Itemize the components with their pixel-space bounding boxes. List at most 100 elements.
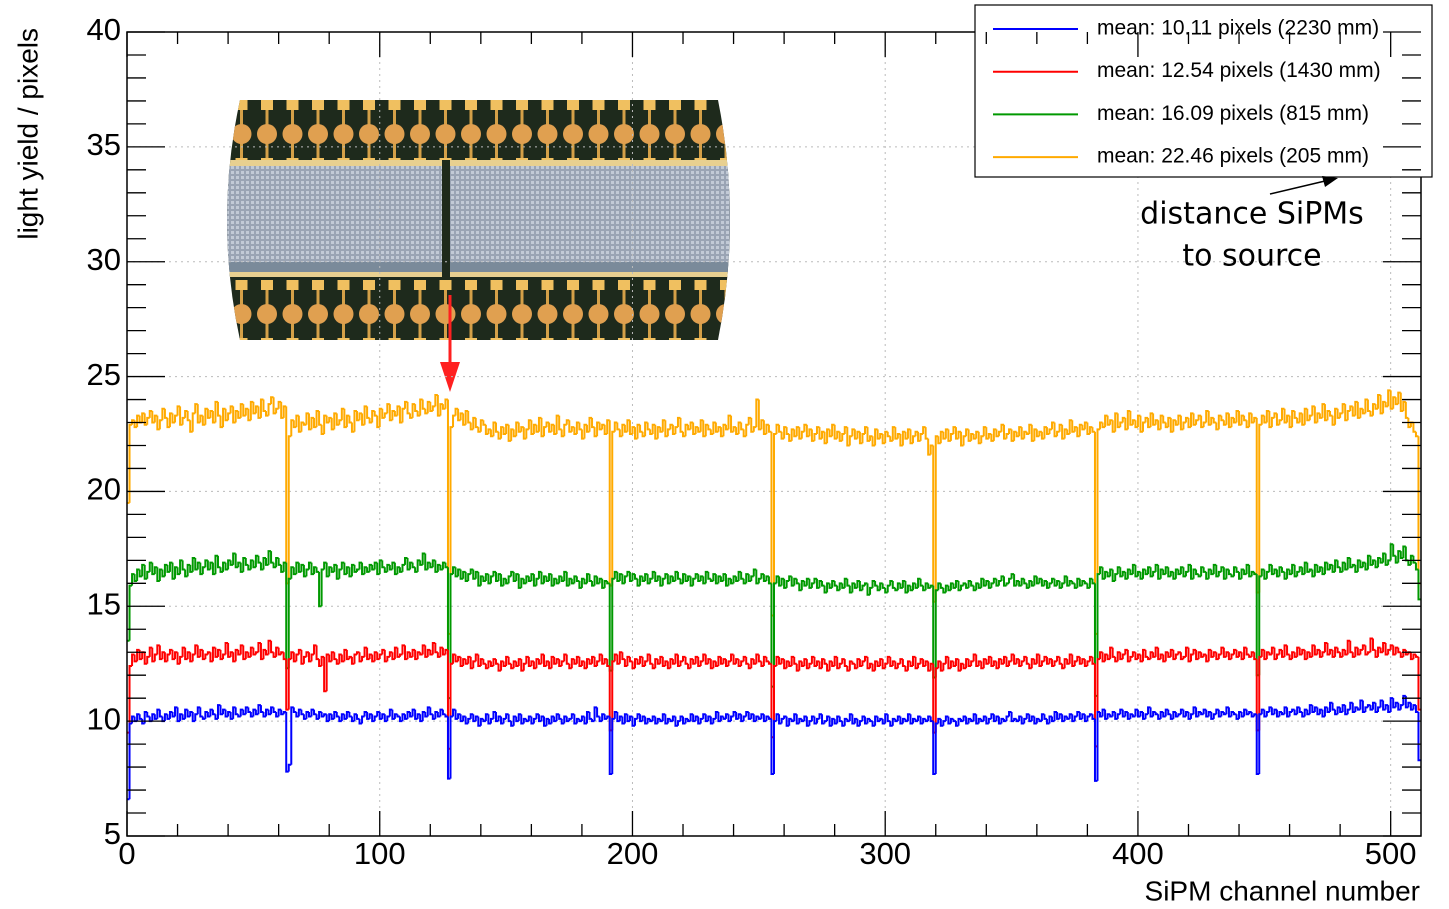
histogram-bin xyxy=(267,550,272,565)
histogram-bin xyxy=(853,583,858,589)
histogram-bin xyxy=(368,713,373,719)
histogram-bin xyxy=(1356,647,1361,656)
histogram-bin xyxy=(871,436,876,447)
histogram-bin xyxy=(699,419,704,432)
histogram-bin xyxy=(179,713,183,722)
histogram-bin xyxy=(482,420,486,426)
histogram-bin xyxy=(1334,646,1338,657)
histogram-bin xyxy=(1366,399,1371,413)
x-tick-label: 0 xyxy=(118,836,135,871)
histogram-bin xyxy=(1048,582,1053,588)
histogram-bin xyxy=(489,717,494,724)
histogram-bin xyxy=(1321,651,1325,657)
histogram-bin xyxy=(1152,652,1156,658)
histogram-bin xyxy=(383,567,388,573)
histogram-bin xyxy=(532,423,537,434)
histogram-bin xyxy=(709,659,714,670)
histogram-bin xyxy=(1230,653,1234,660)
histogram-bin xyxy=(1071,714,1075,723)
histogram-bin xyxy=(939,583,944,589)
histogram-bin xyxy=(1293,564,1298,578)
histogram-bin xyxy=(484,713,489,722)
histogram-bin xyxy=(1303,708,1308,717)
histogram-bin xyxy=(181,416,186,425)
histogram-bin xyxy=(482,718,486,723)
histogram-bin xyxy=(752,426,757,432)
histogram-bin xyxy=(457,713,461,719)
histogram-bin xyxy=(861,433,865,444)
histogram-bin xyxy=(396,647,400,658)
histogram-bin xyxy=(747,711,752,720)
histogram-bin xyxy=(1141,568,1146,579)
histogram-bin xyxy=(869,662,873,669)
histogram-bin xyxy=(1179,708,1184,715)
histogram-bin xyxy=(944,584,949,593)
histogram-bin xyxy=(985,580,989,586)
histogram-bin xyxy=(507,714,512,723)
histogram-bin xyxy=(1073,715,1078,722)
y-tick-label: 15 xyxy=(87,586,121,621)
histogram-bin xyxy=(1134,708,1138,717)
histogram-bin xyxy=(484,663,489,670)
histogram-bin xyxy=(143,710,148,724)
histogram-bin xyxy=(297,648,302,655)
histogram-bin xyxy=(439,403,443,416)
histogram-bin xyxy=(659,427,663,433)
y-tick-label: 30 xyxy=(87,242,121,277)
histogram-bin xyxy=(179,655,183,664)
histogram-bin xyxy=(1190,713,1194,719)
histogram-bin xyxy=(730,715,734,722)
histogram-bin xyxy=(674,426,678,434)
histogram-bin xyxy=(277,708,282,717)
histogram-bin xyxy=(1402,694,1406,706)
histogram-bin xyxy=(1227,413,1232,429)
histogram-bin xyxy=(227,412,231,421)
photo-arrow xyxy=(440,295,460,392)
histogram-bin xyxy=(1179,566,1184,575)
histogram-bin xyxy=(636,713,641,719)
histogram-bin xyxy=(244,558,249,566)
histogram-bin xyxy=(338,568,342,579)
histogram-bin xyxy=(297,562,302,573)
histogram-bin xyxy=(434,710,438,719)
histogram-bin xyxy=(1361,408,1366,415)
histogram-bin xyxy=(833,581,838,587)
histogram-bin xyxy=(687,663,691,670)
histogram-bin xyxy=(214,647,218,658)
histogram-bin xyxy=(563,423,567,437)
histogram-bin xyxy=(874,581,878,587)
histogram-bin xyxy=(371,714,375,723)
histogram-bin xyxy=(886,584,891,593)
histogram-bin xyxy=(815,717,820,724)
histogram-bin xyxy=(661,713,666,722)
histogram-bin xyxy=(138,569,143,578)
histogram-bin xyxy=(219,415,224,429)
histogram-bin xyxy=(406,401,411,415)
histogram-bin xyxy=(494,422,499,433)
histogram-bin xyxy=(1215,422,1219,431)
histogram-bin xyxy=(454,407,459,416)
histogram-bin xyxy=(568,717,572,722)
histogram-bin xyxy=(452,708,456,717)
histogram-bin xyxy=(1288,569,1293,576)
histogram-bin xyxy=(436,563,441,572)
histogram-bin xyxy=(277,647,282,656)
histogram-bin xyxy=(805,659,810,670)
histogram-bin xyxy=(345,710,350,719)
histogram-bin xyxy=(987,581,992,589)
histogram-bin xyxy=(1361,644,1366,650)
histogram-bin xyxy=(285,711,289,773)
histogram-bin xyxy=(452,414,456,428)
histogram-bin xyxy=(960,718,964,723)
histogram-bin xyxy=(479,419,484,432)
histogram-bin xyxy=(345,566,350,575)
histogram-bin xyxy=(977,431,982,445)
histogram-bin xyxy=(588,574,593,583)
histogram-bin xyxy=(1096,710,1101,781)
histogram-bin xyxy=(517,422,522,433)
histogram-bin xyxy=(1245,563,1250,575)
histogram-bin xyxy=(396,405,400,416)
histogram-bin xyxy=(813,433,817,441)
histogram-bin xyxy=(191,711,196,723)
histogram-bin xyxy=(747,663,752,670)
